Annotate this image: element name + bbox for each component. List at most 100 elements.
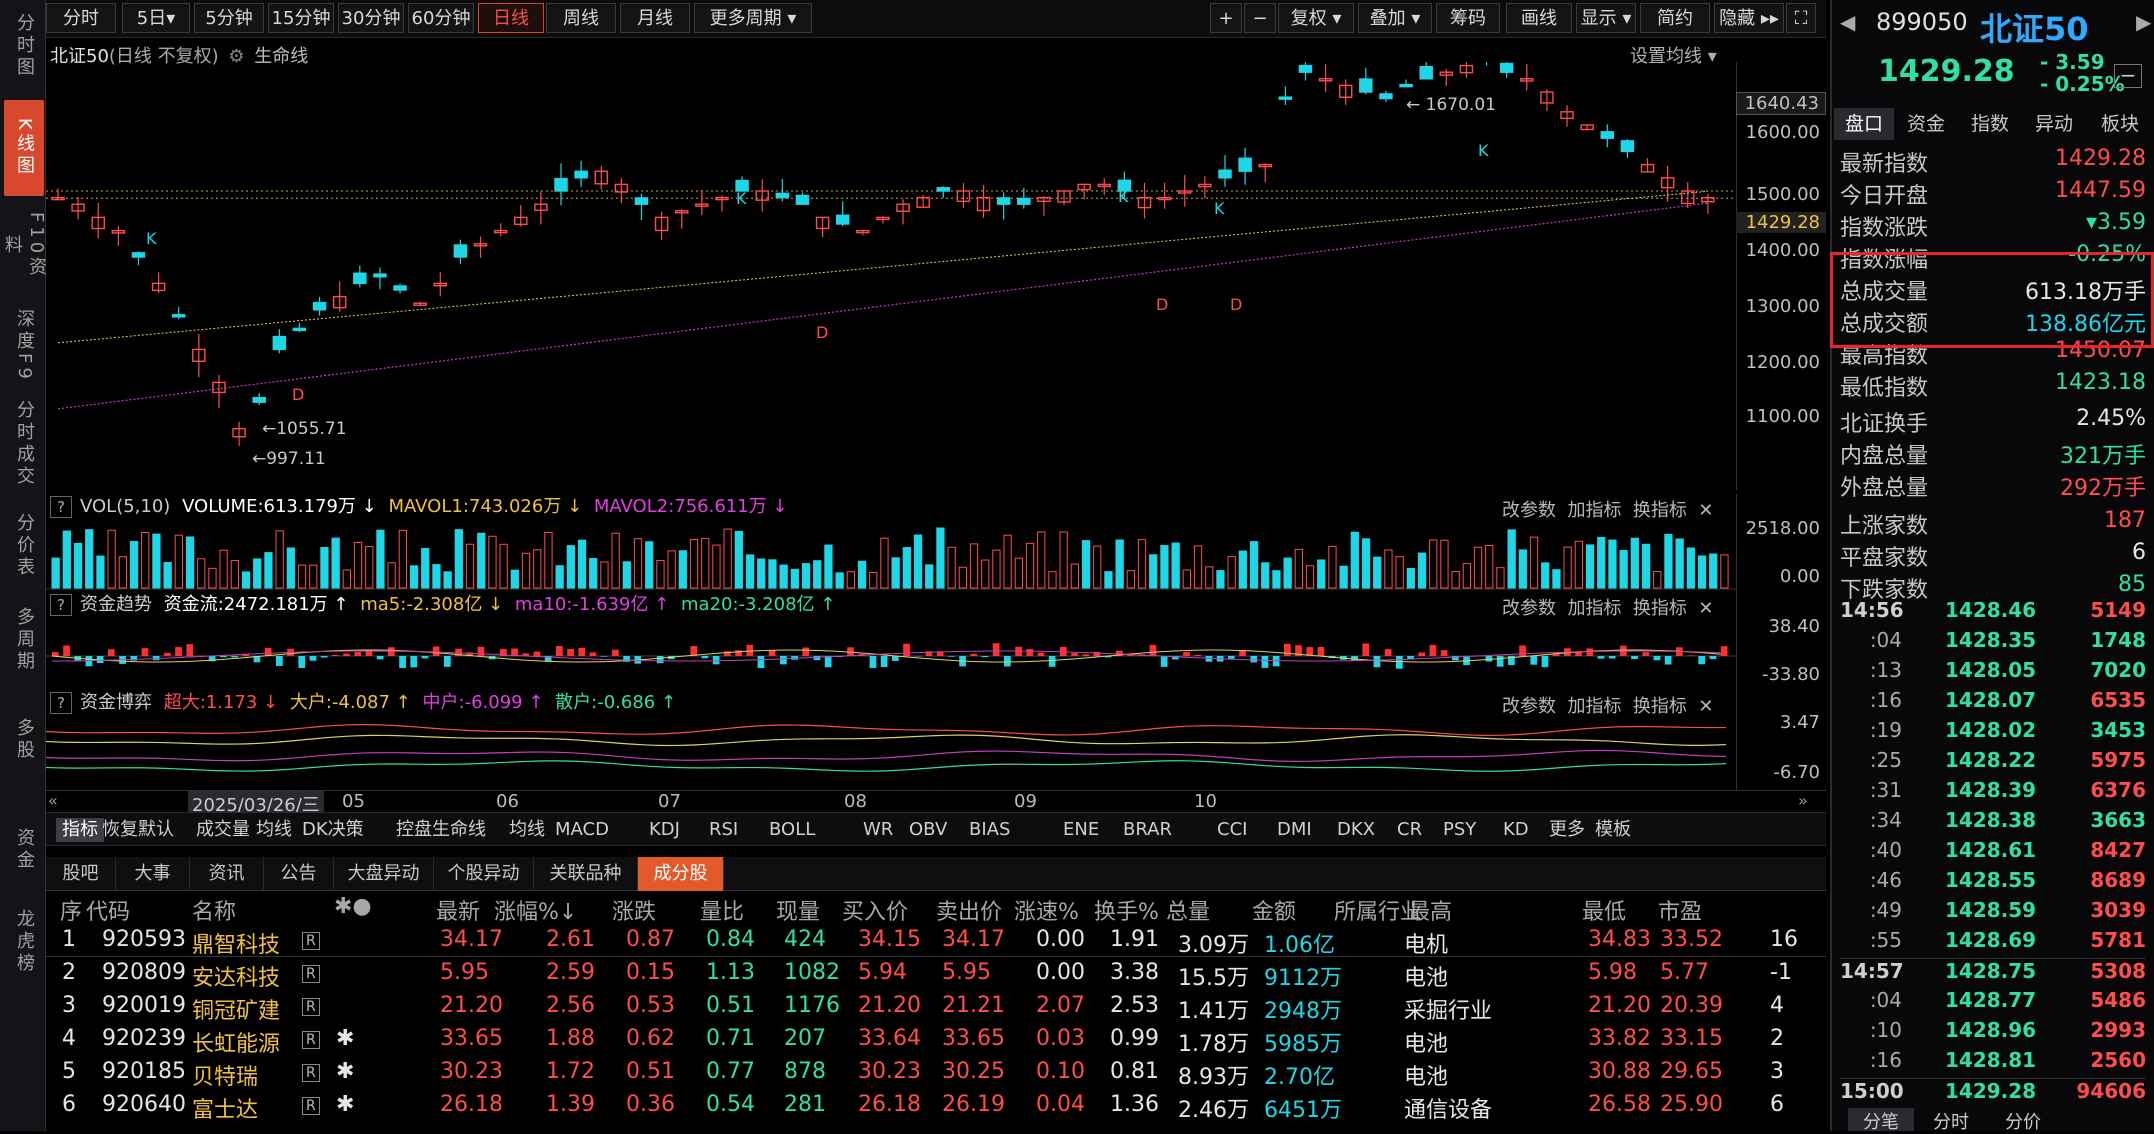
col-header-18[interactable]: 市盈 <box>1658 894 1702 926</box>
indicator-16[interactable]: CCI <box>1217 818 1247 842</box>
period-button-2[interactable]: 5分钟 <box>194 3 264 33</box>
quote-tab-2[interactable]: 指数 <box>1960 108 2020 140</box>
col-header-0[interactable]: 序 <box>60 894 82 926</box>
help-icon[interactable]: ? <box>50 594 72 616</box>
col-header-16[interactable]: 最高 <box>1408 894 1452 926</box>
nav-0[interactable]: 分时图 <box>4 6 44 86</box>
tab-3[interactable]: 公告 <box>264 857 334 891</box>
col-header-7[interactable]: 量比 <box>700 894 744 926</box>
next-icon[interactable]: ▶ <box>2136 10 2151 34</box>
close-icon[interactable]: ✕ <box>1698 696 1713 717</box>
col-header-13[interactable]: 总量 <box>1166 894 1210 926</box>
change-indicator-button[interactable]: 换指标 <box>1633 500 1687 521</box>
quote-tab-4[interactable]: 板块 <box>2090 108 2150 140</box>
add-indicator-button[interactable]: 加指标 <box>1567 696 1621 717</box>
nav-6[interactable]: 多周期 <box>4 600 44 680</box>
indicator-4[interactable]: DK决策 <box>302 818 364 842</box>
indicator-10[interactable]: BOLL <box>769 818 815 842</box>
quote-tab-1[interactable]: 资金 <box>1896 108 1956 140</box>
indicator-2[interactable]: 成交量 <box>196 818 250 842</box>
indicator-23[interactable]: 模板 <box>1595 818 1631 842</box>
indicator-18[interactable]: DKX <box>1337 818 1375 842</box>
indicator-8[interactable]: KDJ <box>649 818 680 842</box>
nav-4[interactable]: 分时成交 <box>4 396 44 492</box>
col-header-3[interactable]: ✱● <box>334 894 372 919</box>
volume-chart[interactable] <box>46 520 1736 590</box>
nav-2[interactable]: F10资料 <box>4 206 44 286</box>
tool-button-5[interactable]: 画线 <box>1506 3 1572 33</box>
indicator-19[interactable]: CR <box>1397 818 1422 842</box>
tab-2[interactable]: 资讯 <box>190 857 264 891</box>
col-header-4[interactable]: 最新 <box>436 894 480 926</box>
tick-tab-2[interactable]: 分价 <box>1990 1108 2056 1131</box>
change-indicator-button[interactable]: 换指标 <box>1633 696 1687 717</box>
quote-tab-3[interactable]: 异动 <box>2024 108 2084 140</box>
indicator-22[interactable]: 更多 <box>1549 818 1585 842</box>
tab-0[interactable]: 股吧 <box>46 857 116 891</box>
col-header-1[interactable]: 代码 <box>86 894 130 926</box>
quote-tab-0[interactable]: 盘口 <box>1834 108 1894 140</box>
tool-button-6[interactable]: 显示 ▾ <box>1576 3 1636 33</box>
tab-4[interactable]: 大盘异动 <box>334 857 434 891</box>
period-button-4[interactable]: 30分钟 <box>338 3 404 33</box>
nav-7[interactable]: 多股 <box>4 700 44 780</box>
period-button-1[interactable]: 5日▾ <box>122 3 190 33</box>
help-icon[interactable]: ? <box>50 692 72 714</box>
add-indicator-button[interactable]: 加指标 <box>1567 598 1621 619</box>
indicator-12[interactable]: OBV <box>909 818 947 842</box>
flow-chart[interactable] <box>46 618 1736 690</box>
col-header-12[interactable]: 换手% <box>1094 894 1159 926</box>
period-button-9[interactable]: 更多周期 ▾ <box>694 3 812 33</box>
scroll-left-icon[interactable]: « <box>48 791 58 810</box>
indicator-5[interactable]: 控盘生命线 <box>396 818 486 842</box>
indicator-1[interactable]: 恢复默认 <box>102 818 174 842</box>
tool-button-1[interactable]: − <box>1244 3 1276 33</box>
tab-6[interactable]: 关联品种 <box>534 857 638 891</box>
tool-button-2[interactable]: 复权 ▾ <box>1278 3 1354 33</box>
period-button-6[interactable]: 日线 <box>478 3 544 33</box>
indicator-0[interactable]: 指标 <box>56 818 104 842</box>
close-icon[interactable]: ✕ <box>1698 500 1713 521</box>
col-header-6[interactable]: 涨跌 <box>612 894 656 926</box>
prev-icon[interactable]: ◀ <box>1840 10 1855 34</box>
tool-button-3[interactable]: 叠加 ▾ <box>1358 3 1432 33</box>
indicator-9[interactable]: RSI <box>709 818 738 842</box>
edit-params-button[interactable]: 改参数 <box>1502 598 1556 619</box>
indicator-17[interactable]: DMI <box>1277 818 1312 842</box>
tool-button-9[interactable]: ⛶ <box>1786 3 1816 33</box>
nav-5[interactable]: 分价表 <box>4 506 44 586</box>
tab-1[interactable]: 大事 <box>116 857 190 891</box>
indicator-3[interactable]: 均线 <box>256 818 292 842</box>
add-indicator-button[interactable]: 加指标 <box>1567 500 1621 521</box>
indicator-6[interactable]: 均线 <box>509 818 545 842</box>
edit-params-button[interactable]: 改参数 <box>1502 696 1556 717</box>
tool-button-0[interactable]: + <box>1210 3 1242 33</box>
indicator-7[interactable]: MACD <box>555 818 609 842</box>
tab-7[interactable]: 成分股 <box>638 857 724 891</box>
tool-button-4[interactable]: 筹码 <box>1436 3 1500 33</box>
period-button-8[interactable]: 月线 <box>620 3 690 33</box>
close-icon[interactable]: ✕ <box>1698 598 1713 619</box>
col-header-9[interactable]: 买入价 <box>842 894 908 926</box>
tool-button-7[interactable]: 简约 <box>1640 3 1710 33</box>
col-header-5[interactable]: 涨幅%↓ <box>494 894 577 926</box>
nav-1[interactable]: K线图 <box>4 100 44 196</box>
scroll-right-icon[interactable]: » <box>1798 791 1808 810</box>
indicator-21[interactable]: KD <box>1503 818 1529 842</box>
tick-tab-1[interactable]: 分时 <box>1918 1108 1984 1131</box>
nav-8[interactable]: 资金 <box>4 810 44 890</box>
tool-button-8[interactable]: 隐藏 ▸▸ <box>1714 3 1784 33</box>
collapse-button[interactable]: − <box>2114 64 2142 88</box>
nav-9[interactable]: 龙虎榜 <box>4 902 44 982</box>
col-header-11[interactable]: 涨速% <box>1014 894 1079 926</box>
indicator-15[interactable]: BRAR <box>1123 818 1172 842</box>
col-header-2[interactable]: 名称 <box>192 894 236 926</box>
